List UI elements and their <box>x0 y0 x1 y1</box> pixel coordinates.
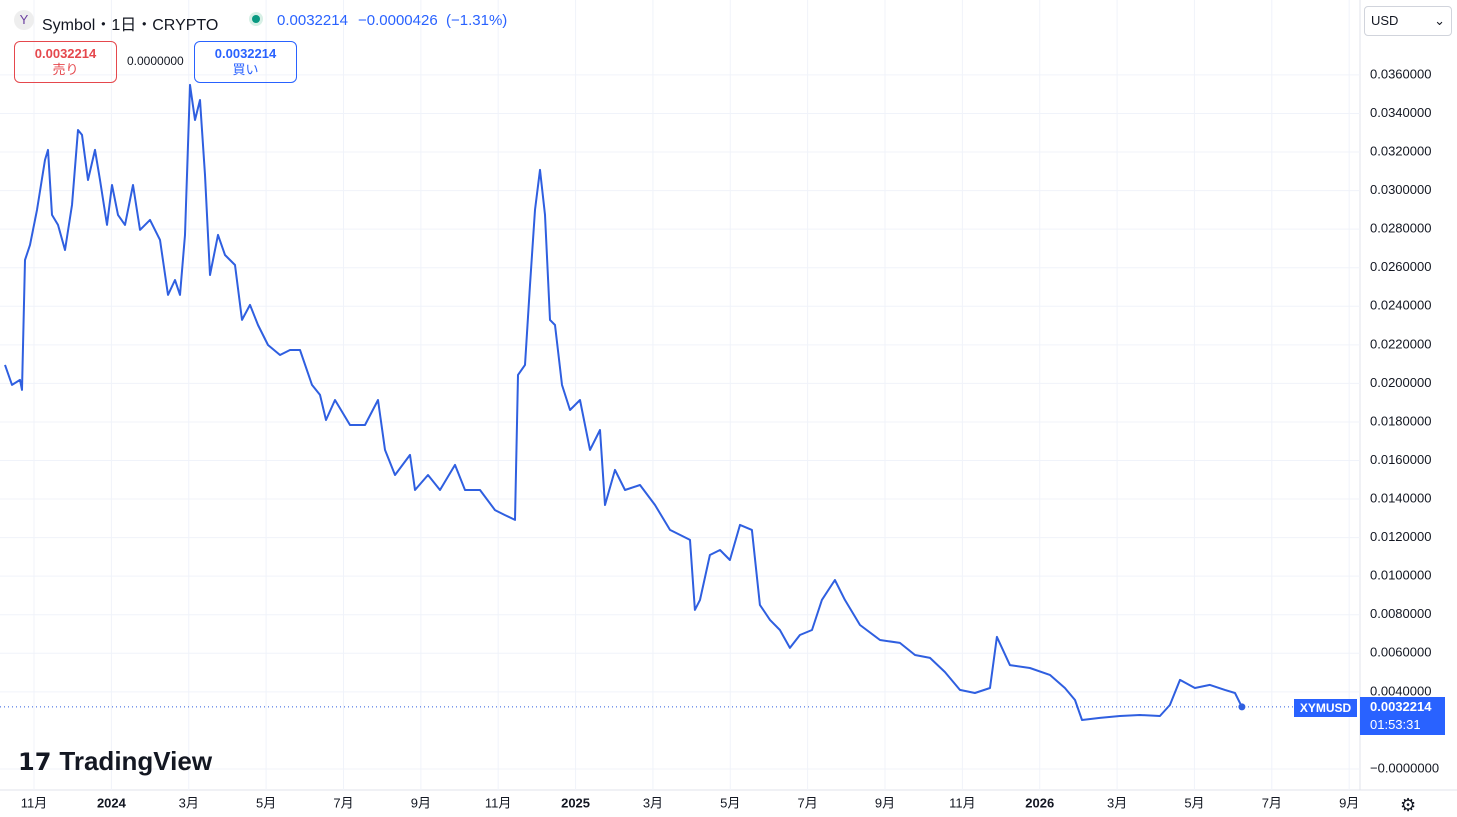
currency-select[interactable]: USD ⌄ <box>1364 6 1452 36</box>
logo-text: TradingView <box>59 746 213 776</box>
price-line <box>4 83 1243 721</box>
y-tick-label: 0.0340000 <box>1370 105 1431 120</box>
y-tick-label: 0.0320000 <box>1370 143 1431 158</box>
y-tick-label: 0.0100000 <box>1370 568 1431 583</box>
y-tick-label: 0.0160000 <box>1370 452 1431 467</box>
symbol-icon: Y <box>14 10 34 30</box>
y-tick-label: 0.0060000 <box>1370 645 1431 660</box>
buy-price: 0.0032214 <box>214 46 277 61</box>
price-change-pct: (−1.31%) <box>446 12 508 29</box>
sell-button[interactable]: 0.0032214 売り <box>14 41 117 83</box>
x-tick-label: 9月 <box>411 795 431 810</box>
y-tick-label: 0.0280000 <box>1370 221 1431 236</box>
logo: 𝟭𝟳 TradingView <box>18 746 213 776</box>
symbol-title: Symbol・1日・CRYPTO <box>42 17 219 34</box>
x-tick-label: 9月 <box>1339 795 1359 810</box>
y-tick-label: 0.0300000 <box>1370 182 1431 197</box>
y-tick-label: 0.0180000 <box>1370 413 1431 428</box>
last-price: 0.0032214 <box>277 12 348 29</box>
y-tick-label: 0.0220000 <box>1370 336 1431 351</box>
buy-button[interactable]: 0.0032214 買い <box>194 41 297 83</box>
x-tick-label: 11月 <box>949 795 976 810</box>
x-tick-label: 5月 <box>1184 795 1204 810</box>
x-tick-label: 2024 <box>97 795 127 810</box>
price-label: 0.0032214 01:53:31 <box>1360 697 1445 735</box>
y-tick-label: 0.0040000 <box>1370 683 1431 698</box>
y-tick-label: 0.0200000 <box>1370 375 1431 390</box>
x-tick-label: 7月 <box>798 795 818 810</box>
x-tick-label: 11月 <box>21 795 48 810</box>
spread: 0.0000000 <box>127 54 184 68</box>
y-tick-label: 0.0080000 <box>1370 606 1431 621</box>
y-tick-label: 0.0140000 <box>1370 490 1431 505</box>
buy-label: 買い <box>232 62 259 77</box>
x-tick-label: 2026 <box>1025 795 1054 810</box>
sell-label: 売り <box>52 62 79 77</box>
x-tick-label: 11月 <box>485 795 512 810</box>
x-tick-label: 7月 <box>333 795 353 810</box>
countdown: 01:53:31 <box>1370 717 1421 732</box>
ticker-label: XYMUSD <box>1294 699 1357 717</box>
x-tick-label: 9月 <box>875 795 895 810</box>
x-tick-label: 3月 <box>179 795 199 810</box>
x-tick-label: 5月 <box>720 795 740 810</box>
currency: USD <box>1371 13 1399 28</box>
y-tick-label: 0.0260000 <box>1370 259 1431 274</box>
x-tick-label: 3月 <box>643 795 663 810</box>
sell-price: 0.0032214 <box>34 46 97 61</box>
y-tick-label: −0.0000000 <box>1370 760 1439 775</box>
x-tick-label: 3月 <box>1107 795 1127 810</box>
y-tick-label: 0.0120000 <box>1370 529 1431 544</box>
settings-icon[interactable]: ⚙ <box>1400 795 1417 815</box>
price-change: −0.0000426 <box>358 12 438 29</box>
x-tick-label: 2025 <box>561 795 590 810</box>
price-label-value: 0.0032214 <box>1370 699 1432 714</box>
x-tick-label: 5月 <box>256 795 276 810</box>
y-tick-label: 0.0360000 <box>1370 66 1431 81</box>
status-dot <box>249 12 263 26</box>
last-point <box>1238 703 1246 711</box>
x-tick-label: 7月 <box>1262 795 1282 810</box>
y-tick-label: 0.0240000 <box>1370 298 1431 313</box>
